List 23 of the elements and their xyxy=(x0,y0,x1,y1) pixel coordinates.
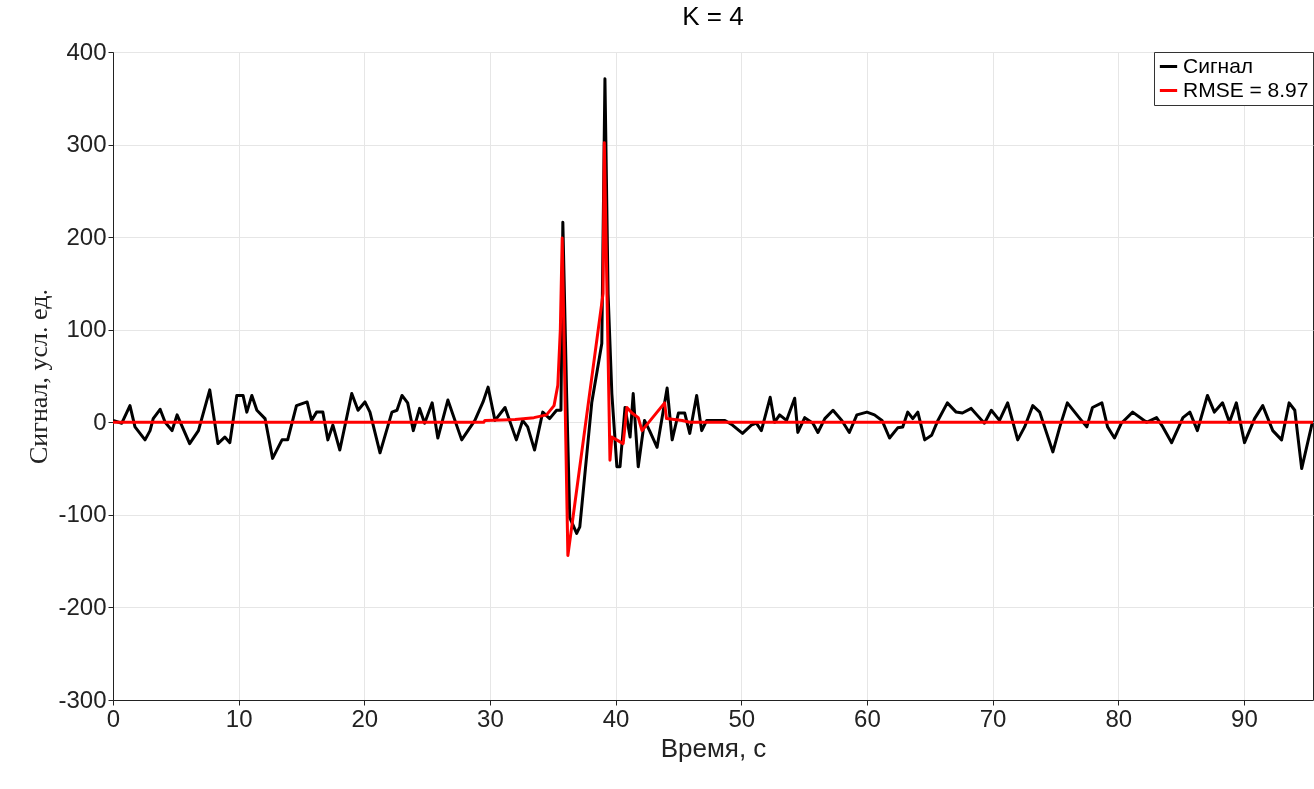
x-tick-label: 90 xyxy=(1231,704,1258,732)
x-tick-label: 80 xyxy=(1105,704,1133,732)
x-axis-title: Время, с xyxy=(660,732,767,763)
chart-title: K = 4 xyxy=(682,1,744,31)
legend-label: RMSE = 8.97 xyxy=(1183,77,1309,101)
line-series xyxy=(113,141,1313,558)
y-tick-label: 0 xyxy=(93,407,107,435)
x-tick-label: 60 xyxy=(854,704,881,732)
x-tick-label: 70 xyxy=(979,704,1007,732)
y-tick-label: 300 xyxy=(66,130,107,158)
y-tick-label: 200 xyxy=(66,222,107,250)
y-tick-label: -100 xyxy=(58,500,107,528)
y-tick-label: 400 xyxy=(66,37,107,65)
x-tick-label: 40 xyxy=(602,704,630,732)
y-tick-label: -300 xyxy=(58,685,107,713)
x-tick-label: 30 xyxy=(477,704,504,732)
legend-label: Сигнал xyxy=(1183,53,1254,77)
y-axis-title: Сигнал, усл. ед. xyxy=(24,288,54,465)
y-tick-label: 100 xyxy=(66,315,107,343)
x-tick-label: 50 xyxy=(728,704,756,732)
x-tick-label: 10 xyxy=(225,704,253,732)
x-tick-label: 20 xyxy=(351,704,379,732)
y-tick-label: -200 xyxy=(58,592,107,620)
